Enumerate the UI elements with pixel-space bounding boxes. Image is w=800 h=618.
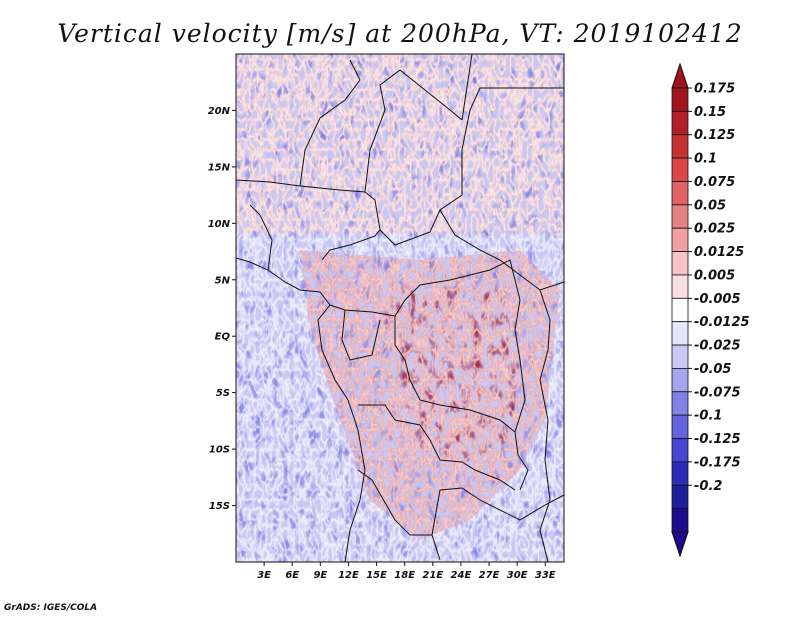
plot-frame [235, 53, 565, 563]
x-tick-label: 12E [338, 570, 359, 581]
x-tick-label: 6E [285, 570, 299, 581]
colorbar-swatch [671, 391, 689, 416]
y-axis: 20N 15N 10N 5N EQ 5S 10S 15S [208, 106, 236, 512]
border-car [329, 259, 521, 317]
border-west-sahara [299, 59, 361, 187]
x-tick-label: 18E [394, 570, 415, 581]
colorbar-label: -0.2 [694, 479, 722, 494]
coastline [236, 257, 366, 562]
x-tick-label: 3E [257, 570, 271, 581]
country-borders [236, 54, 564, 562]
y-tick-label: 15N [208, 162, 231, 173]
colorbar-label: 0.1 [694, 152, 717, 167]
y-tick-label: EQ [215, 332, 231, 343]
colorbar-label: 0.025 [694, 222, 735, 237]
colorbar-label: 0.05 [694, 198, 726, 213]
border-coast-west [249, 204, 273, 271]
y-tick-label: 10N [208, 219, 231, 230]
colorbar-swatch [671, 484, 689, 510]
colorbar-label: 0.125 [694, 128, 735, 143]
colorbar-swatch [671, 508, 689, 533]
colorbar-label: -0.175 [694, 455, 741, 470]
colorbar-swatch [671, 438, 689, 463]
x-tick-label: 21E [422, 570, 443, 581]
x-tick-label: 33E [535, 570, 556, 581]
border-namibia [357, 469, 441, 561]
colorbar-label: -0.075 [694, 385, 741, 400]
colorbar-swatch [671, 297, 689, 323]
border-gabon [341, 309, 381, 361]
x-axis: 3E 6E 9E 12E 15E 18E 21E 24E 27E 30E 33E [257, 562, 556, 581]
colorbar-swatch [671, 157, 689, 182]
plot-area [236, 54, 564, 562]
y-tick-label: 20N [208, 106, 231, 117]
grads-credit: GrADS: IGES/COLA [4, 603, 98, 613]
colorbar-label: 0.0125 [694, 245, 744, 260]
border-niger-chad [364, 69, 463, 193]
colorbar-label: 0.15 [694, 105, 726, 120]
border-nigeria [321, 229, 381, 261]
colorbar-label: -0.1 [694, 409, 722, 424]
border-zambia [431, 487, 564, 536]
border-angola [358, 404, 516, 491]
colorbar-swatch [671, 321, 689, 346]
colorbar-swatch [671, 87, 689, 112]
border-east-coast [539, 289, 551, 562]
border-east-drc [514, 299, 526, 456]
colorbar-swatch [671, 461, 689, 486]
colorbar-label: -0.025 [694, 339, 741, 354]
colorbar-swatch [671, 204, 689, 229]
colorbar-label: 0.175 [694, 82, 735, 97]
chart-title: Vertical velocity [m/s] at 200hPa, VT: 2… [57, 19, 742, 48]
colorbar-swatch [671, 251, 689, 276]
colorbar-swatch [671, 274, 689, 299]
x-tick-label: 27E [479, 570, 500, 581]
colorbar-label: 0.005 [694, 268, 735, 283]
y-tick-label: 10S [209, 445, 230, 456]
colorbar-swatch [671, 414, 689, 439]
colorbar-swatch [671, 110, 689, 136]
colorbar-label: 0.075 [694, 175, 735, 190]
colorbar-swatch [671, 181, 689, 206]
x-tick-label: 15E [366, 570, 387, 581]
colorbar-label: -0.005 [694, 292, 741, 307]
y-tick-label: 5N [215, 275, 231, 286]
colorbar-swatch [671, 227, 689, 252]
y-tick-label: 5S [216, 388, 230, 399]
colorbar-bottom-arrow [671, 531, 689, 558]
border-lake [517, 454, 529, 491]
colorbar-swatch [671, 344, 689, 369]
x-tick-label: 24E [451, 570, 472, 581]
y-tick-label: 15S [209, 501, 230, 512]
border-libya-egypt [461, 54, 473, 121]
x-tick-label: 30E [507, 570, 528, 581]
colorbar-top-arrow [671, 62, 689, 89]
colorbar: 0.175 0.15 0.125 0.1 0.075 0.05 0.025 0.0125 0.0… [671, 62, 750, 558]
colorbar-label: -0.0125 [694, 315, 750, 330]
colorbar-label: -0.05 [694, 362, 731, 377]
border-sahel [236, 87, 564, 246]
colorbar-swatch [671, 134, 689, 159]
x-tick-label: 9E [313, 570, 327, 581]
colorbar-swatch [671, 368, 689, 393]
border-drc [394, 316, 516, 433]
colorbar-label: -0.125 [694, 432, 741, 447]
